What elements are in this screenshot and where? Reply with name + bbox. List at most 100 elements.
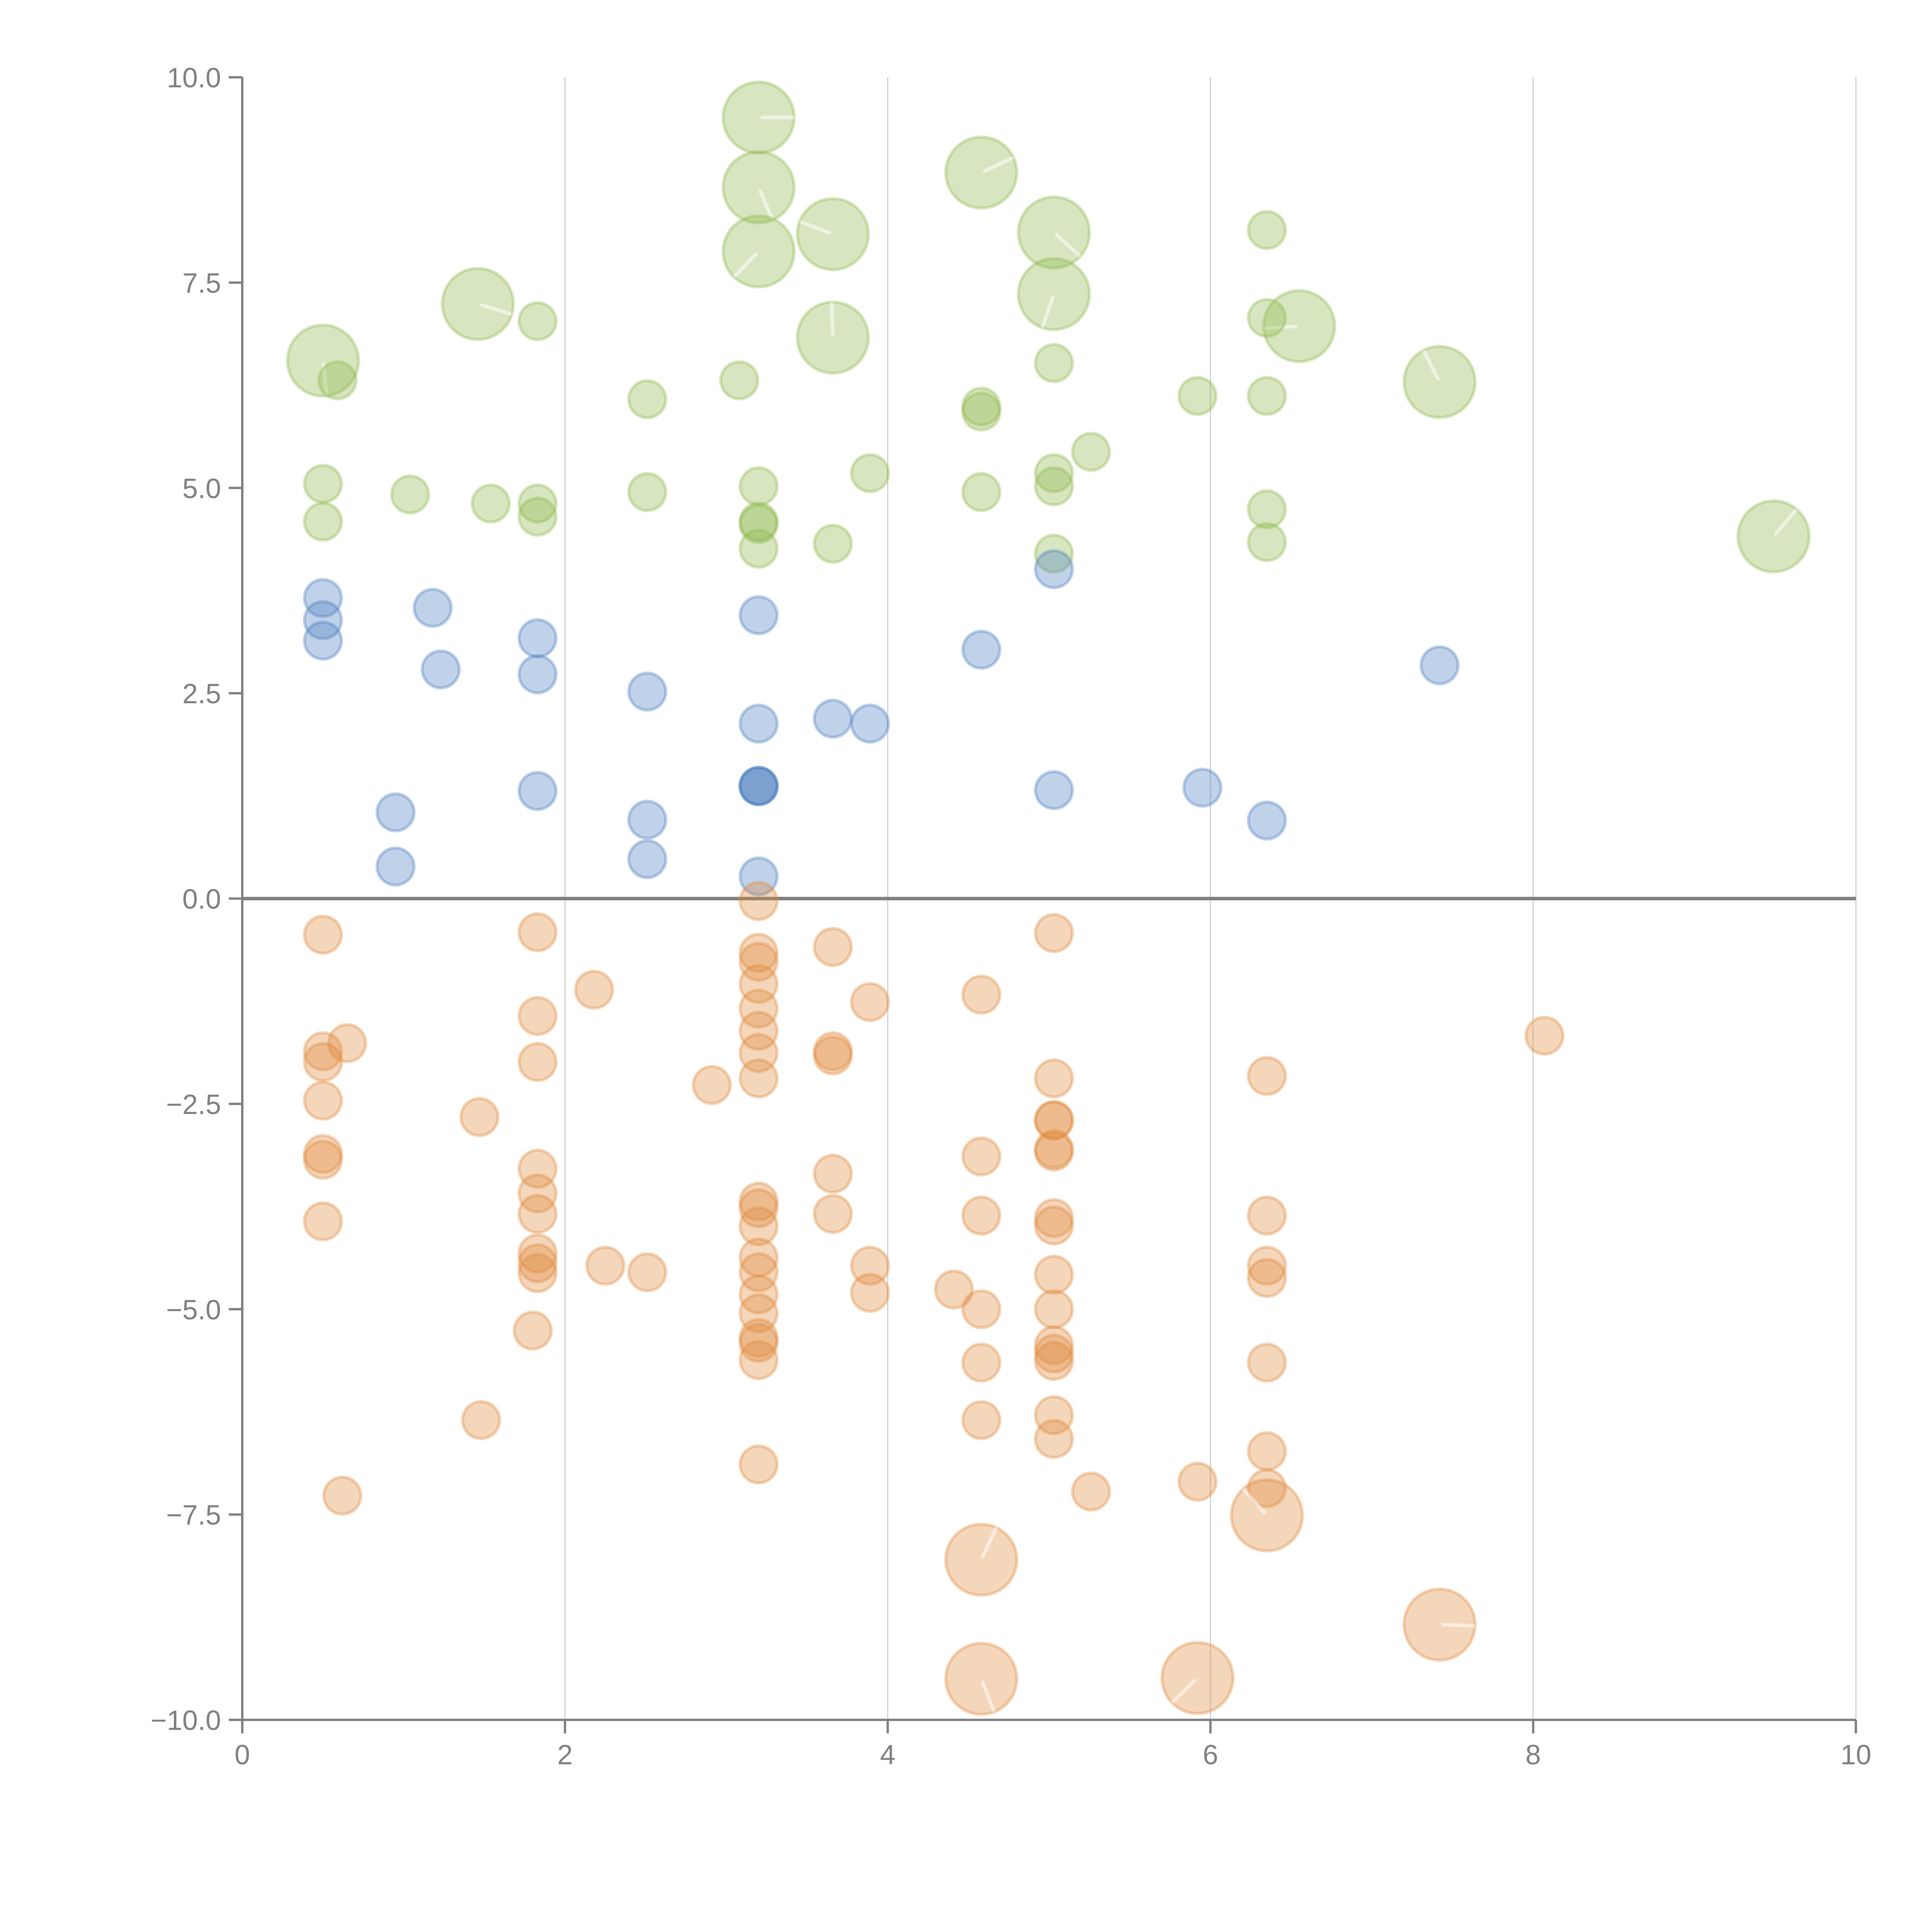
orange-bubble xyxy=(738,1206,779,1247)
orange-bubble xyxy=(738,1237,779,1278)
green-bubble xyxy=(1034,343,1074,383)
green-bubble xyxy=(517,497,558,537)
orange-bubble xyxy=(517,1148,558,1189)
orange-bubble xyxy=(1034,1419,1074,1459)
y-tick-label: −5.0 xyxy=(166,1294,221,1325)
orange-bubble xyxy=(934,1269,974,1310)
blue-bubble xyxy=(738,595,779,636)
green-bubble xyxy=(721,80,796,155)
orange-bubble xyxy=(1247,1056,1287,1096)
orange-bubble xyxy=(813,1194,853,1234)
orange-bubble xyxy=(303,1031,343,1071)
blue-bubble xyxy=(627,671,668,712)
blue-bubble xyxy=(738,766,779,806)
orange-bubble xyxy=(738,1293,779,1333)
blue-bubble xyxy=(1419,645,1460,685)
orange-bubble xyxy=(944,1522,1019,1597)
y-tick-label: 7.5 xyxy=(182,268,221,299)
orange-bubble xyxy=(1402,1587,1477,1662)
orange-bubble xyxy=(517,1042,558,1082)
blue-bubble xyxy=(420,649,461,690)
label-leader-line xyxy=(733,252,758,277)
green-bubble xyxy=(944,135,1019,210)
orange-bubble xyxy=(738,964,779,1004)
green-bubble xyxy=(440,267,515,341)
green-bubble xyxy=(813,524,853,564)
orange-bubble xyxy=(1034,1341,1074,1381)
orange-bubble xyxy=(303,1139,343,1180)
orange-bubble xyxy=(1034,1325,1074,1366)
label-leader-line xyxy=(830,302,835,336)
x-tick-label: 0 xyxy=(235,1740,250,1770)
green-bubble xyxy=(1034,453,1074,493)
green-bubble xyxy=(1262,289,1337,364)
blue-bubble xyxy=(303,621,343,661)
orange-bubble xyxy=(738,881,779,921)
green-bubble xyxy=(721,150,796,224)
blue-bubble xyxy=(1034,549,1074,590)
orange-bubble xyxy=(1247,1195,1287,1236)
green-bubble xyxy=(1247,210,1287,250)
orange-bubble xyxy=(850,1272,890,1313)
orange-bubble xyxy=(1230,1478,1304,1553)
orange-bubble xyxy=(813,1035,853,1076)
orange-bubble xyxy=(850,982,890,1022)
orange-bubble xyxy=(738,1033,779,1073)
blue-bubble xyxy=(517,771,558,811)
y-tick-label: 2.5 xyxy=(182,679,221,709)
blue-bubble xyxy=(375,792,416,833)
orange-bubble xyxy=(512,1310,553,1351)
orange-bubble xyxy=(738,942,779,982)
orange-bubble xyxy=(517,1253,558,1293)
orange-bubble xyxy=(1034,1198,1074,1238)
blue-bubble xyxy=(412,588,453,628)
orange-bubble xyxy=(1034,1289,1074,1330)
blue-bubble xyxy=(303,600,343,640)
blue-bubble xyxy=(375,846,416,887)
orange-bubble xyxy=(738,1318,779,1358)
orange-bubble xyxy=(738,1340,779,1381)
green-bubble xyxy=(286,323,360,398)
label-leader-line xyxy=(1441,1623,1475,1628)
y-axis-ticks: 10.0 7.5 5.0 2.5 0.0 −2.5 −5.0 −7.5 −10.0 xyxy=(151,63,242,1736)
orange-bubble xyxy=(303,1080,343,1121)
blue-bubble xyxy=(850,703,890,744)
blue-bubble xyxy=(738,766,779,806)
label-leader-line xyxy=(758,189,774,220)
blue-bubble xyxy=(1247,800,1287,841)
blue-bubble xyxy=(627,839,668,879)
blue-bubble xyxy=(517,618,558,658)
orange-bubble xyxy=(1034,1395,1074,1435)
orange-bubble xyxy=(1034,1100,1074,1141)
orange-bubble xyxy=(738,988,779,1029)
green-bubble xyxy=(517,301,558,342)
orange-bubble xyxy=(1034,913,1074,953)
green-bubble xyxy=(850,453,890,493)
green-bubble xyxy=(517,483,558,524)
orange-bubble xyxy=(961,975,1002,1015)
green-bubble xyxy=(303,501,343,542)
orange-bubble xyxy=(517,912,558,952)
orange-bubble xyxy=(738,1058,779,1099)
x-tick-label: 2 xyxy=(557,1740,573,1770)
green-bubble xyxy=(1247,298,1287,338)
orange-bubble xyxy=(627,1252,668,1293)
orange-bubble xyxy=(1247,1245,1287,1286)
orange-bubble xyxy=(303,915,343,955)
orange-bubble xyxy=(461,1400,502,1440)
x-tick-label: 6 xyxy=(1203,1740,1218,1770)
orange-bubble xyxy=(813,927,853,967)
green-bubble xyxy=(1034,466,1074,507)
blue-bubble xyxy=(961,629,1002,670)
orange-bubble xyxy=(1034,1254,1074,1295)
label-leader-line xyxy=(1041,296,1055,328)
blue-bubble xyxy=(738,856,779,897)
x-tick-label: 10 xyxy=(1840,1740,1871,1770)
blue-bubble xyxy=(517,654,558,695)
orange-bubble xyxy=(961,1195,1002,1236)
orange-bubble xyxy=(1247,1258,1287,1298)
green-bubble xyxy=(1402,345,1477,419)
green-bubble xyxy=(738,501,779,542)
green-bubble xyxy=(796,197,870,271)
orange-bubble xyxy=(1524,1015,1565,1056)
